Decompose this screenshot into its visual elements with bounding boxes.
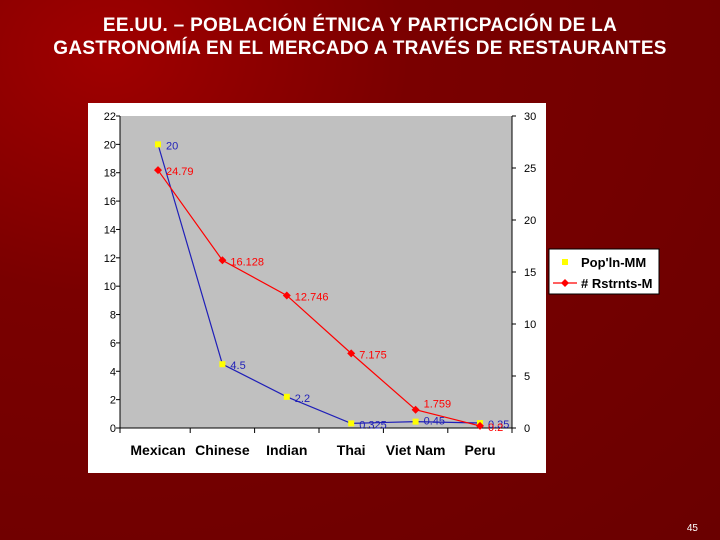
x-category-label: Chinese [195,442,250,458]
left-tick-label: 2 [110,395,116,407]
population-marker [412,418,419,425]
left-tick-label: 8 [110,310,116,322]
restaurants-marker [347,349,356,358]
population-data-label: 0.45 [424,416,445,428]
plot-area [120,116,512,428]
restaurants-marker [411,405,420,414]
right-tick-label: 20 [524,215,536,227]
right-tick-label: 25 [524,163,536,175]
restaurants-data-label: 12.746 [295,291,329,303]
population-marker [283,393,290,400]
markers [154,141,484,430]
restaurants-marker [282,291,291,300]
x-category-label: Thai [337,442,366,458]
right-tick-label: 0 [524,423,530,435]
legend-marker-square [562,259,568,265]
slide-title: EE.UU. – POBLACIÓN ÉTNICA Y PARTICPACIÓN… [0,14,720,60]
axes: 0 2 4 6 8 10 12 14 16 18 20 22 0 5 10 15 20 25 30 Mexican Ch… [104,111,537,458]
left-tick-label: 18 [104,168,116,180]
left-tick-label: 16 [104,196,116,208]
title-line-1: EE.UU. – POBLACIÓN ÉTNICA Y PARTICPACIÓN… [102,15,618,36]
page-number: 45 [686,523,698,534]
left-tick-label: 14 [104,224,116,236]
legend-label: # Rstrnts-M [581,276,653,291]
x-category-label: Indian [266,442,307,458]
left-tick-label: 12 [104,253,116,265]
left-tick-label: 22 [104,111,116,123]
series-line-restaurants [157,169,481,427]
legend-box [548,248,660,295]
population-marker [219,361,226,368]
population-data-label: 20 [166,140,178,152]
restaurants-data-label: 7.175 [359,349,387,361]
right-tick-label: 30 [524,111,536,123]
left-tick-label: 20 [104,139,116,151]
population-data-label: 2.2 [295,393,310,405]
left-tick-label: 4 [110,366,116,378]
left-tick-label: 0 [110,423,116,435]
population-data-label: 0.325 [359,419,387,431]
population-data-label: 0.35 [488,419,509,431]
series-line-population [157,144,481,424]
legend: Pop'ln-MM # Rstrnts-M [548,248,660,295]
right-tick-label: 15 [524,267,536,279]
right-tick-label: 10 [524,319,536,331]
title-line-2: GASTRONOMÍA EN EL MERCADO A TRAVÉS DE RE… [53,38,667,59]
series-lines [157,144,481,427]
population-data-label: 4.5 [230,360,245,372]
right-tick-label: 5 [524,371,530,383]
data-labels: 20 4.5 2.2 0.325 0.45 0.35 24.79 16.128 12.746 7.… [166,140,509,434]
restaurants-data-label: 1.759 [424,399,452,411]
x-category-label: Mexican [130,442,185,458]
legend-marker-diamond [561,279,569,287]
population-marker [155,141,161,148]
left-tick-label: 10 [104,281,116,293]
restaurants-marker [154,166,162,175]
legend-label: Pop'ln-MM [581,255,646,270]
population-marker [348,420,355,427]
left-tick-label: 6 [110,338,116,350]
restaurants-data-label: 16.128 [230,256,264,268]
restaurants-data-label: 24.79 [166,166,194,178]
restaurants-marker [476,421,484,430]
restaurants-marker [218,256,227,265]
x-category-label: Viet Nam [386,442,446,458]
restaurants-data-label: 0.2 [488,422,503,434]
x-category-label: Peru [464,442,495,458]
